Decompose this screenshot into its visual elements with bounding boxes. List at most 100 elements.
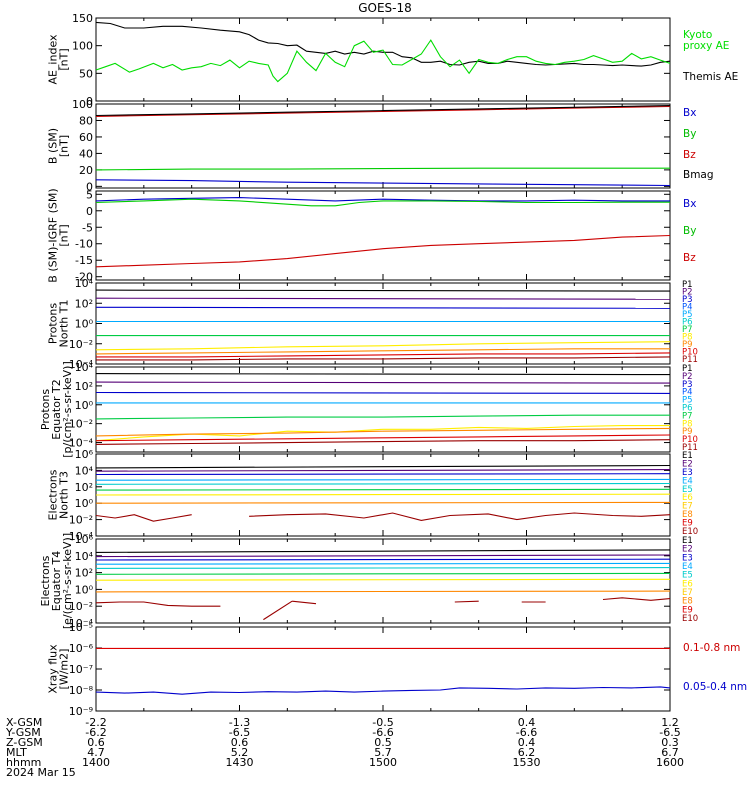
y-tick-label: 10⁻²: [69, 600, 93, 613]
y-tick-label: -20: [75, 271, 93, 284]
legend-entry: P1: [682, 280, 693, 290]
series-line-ee-5: [95, 572, 671, 575]
series-line-ee-13: [602, 597, 671, 601]
y-axis-label: [p/(cm²-s-sr-keV)]: [61, 361, 74, 458]
series-line-bigrf-1: [95, 197, 670, 202]
legend-entry: P5: [682, 310, 693, 320]
x-row-value: -1.3: [229, 716, 250, 729]
x-row-value: 1530: [513, 756, 541, 769]
legend-entry: E10: [682, 614, 698, 624]
series-line-ee-11: [454, 600, 479, 603]
legend-entry: Themis AE: [682, 71, 738, 83]
y-tick-label: 10⁻⁴: [69, 358, 94, 371]
x-row-label: hhmm: [6, 756, 41, 769]
legend-entry: P5: [682, 396, 693, 406]
panel-frame: [95, 103, 671, 189]
legend-entry: P3: [682, 380, 693, 390]
series-line-ee-6: [95, 578, 671, 581]
series-line-pe-1: [95, 381, 671, 384]
series-line-bsm-2: [95, 167, 670, 171]
legend-entry: P7: [682, 325, 693, 335]
legend-entry: E1: [682, 451, 693, 461]
x-row-value: 1600: [656, 756, 684, 769]
x-row-label: X-GSM: [6, 716, 42, 729]
series-line-ee-8: [95, 601, 221, 607]
legend-entry: E2: [682, 545, 693, 555]
panel-frame: [95, 282, 671, 365]
legend-entry: E4: [682, 476, 693, 486]
y-tick-label: 10⁻²: [69, 514, 93, 527]
x-row-value: 0.6: [87, 736, 105, 749]
x-row-value: 5.2: [231, 746, 249, 759]
y-axis-label: [nT]: [58, 48, 71, 70]
legend-bsm: Bx By Bz Bmag: [683, 107, 714, 181]
y-axis-label: North T3: [58, 471, 71, 519]
y-tick-label: 10⁴: [75, 361, 94, 374]
series-line-pe-5: [95, 425, 670, 442]
panel-xray: 10⁻⁵ 10⁻⁶ 10⁻⁷ 10⁻⁸ 10⁻⁹ Xray flux[W/m2] 0.1-0…: [47, 621, 748, 718]
panel-bigrf: -20 -15 -10 -5 0 5 B (SM)-IGRF (SM)[nT] Bx By Bz: [47, 188, 697, 283]
series-line-en-2: [95, 473, 671, 476]
x-row-value: 6.7: [661, 746, 679, 759]
y-tick-label: 10⁻⁹: [69, 705, 93, 718]
x-row-value: -6.2: [85, 726, 106, 739]
y-tick-label: 10⁻⁶: [69, 642, 94, 655]
legend-entry: P10: [682, 435, 698, 445]
y-tick-label: 60: [79, 131, 93, 144]
legend-entry: P4: [682, 303, 693, 313]
legend-entry: By: [683, 225, 696, 237]
y-tick-label: -5: [82, 221, 93, 234]
y-tick-label: -10: [75, 238, 93, 251]
series-line-pe-6: [95, 427, 671, 437]
y-axis-label: Electrons: [39, 555, 52, 606]
y-tick-label: 10⁻⁴: [69, 530, 94, 543]
legend-entry: E9: [682, 519, 693, 529]
legend-entry: E9: [682, 605, 693, 615]
series-line-pe-0: [95, 373, 671, 376]
panel-frame: [95, 626, 671, 712]
series-line-en-1: [95, 469, 671, 472]
series-line-ee-1: [95, 554, 671, 558]
series-line-ee-4: [95, 567, 671, 569]
legend-entry: By: [683, 128, 696, 140]
legend-entry: P1: [682, 364, 693, 374]
y-axis-label: Protons: [39, 389, 52, 430]
series-line-en-4: [95, 482, 671, 485]
y-tick-label: 0: [86, 95, 93, 108]
y-tick-label: 10⁻⁴: [69, 437, 94, 450]
legend-entry: P2: [682, 372, 693, 382]
y-tick-label: 10⁶: [75, 533, 94, 546]
legend-entry: E8: [682, 510, 693, 520]
y-tick-label: 50: [79, 67, 93, 80]
series-line-ee-7: [95, 590, 671, 593]
y-tick-label: 10⁻⁵: [69, 621, 93, 634]
series-line-pn-1: [95, 297, 671, 300]
x-row-value: 0.6: [231, 736, 249, 749]
series-line-bigrf-0: [95, 234, 671, 268]
legend-xray: 0.1-0.8 nm 0.05-0.4 nm: [683, 642, 747, 693]
y-tick-label: 10⁰: [75, 399, 94, 412]
x-row-value: 0.4: [518, 716, 536, 729]
y-tick-label: 10⁻⁷: [69, 663, 93, 676]
series-line-en-0: [95, 464, 671, 469]
legend-entry: Bx: [683, 198, 696, 210]
series-line-en-7: [95, 501, 671, 504]
legend-entry: Bz: [683, 252, 696, 264]
legend-entry: E1: [682, 536, 693, 546]
series-line-bsm-3: [95, 179, 671, 187]
y-tick-label: 10⁻²: [69, 418, 93, 431]
y-axis-label: Protons: [47, 303, 60, 344]
y-tick-label: 100: [72, 98, 93, 111]
x-row-value: -2.2: [85, 716, 106, 729]
legend-entry: E2: [682, 459, 693, 469]
series-line-ee-9: [263, 600, 293, 621]
series-line-bsm-1: [95, 105, 671, 117]
y-axis-label: B (SM): [47, 128, 60, 164]
y-axis-label: Equator T4: [50, 551, 63, 611]
series-line-ee-0: [95, 549, 671, 553]
